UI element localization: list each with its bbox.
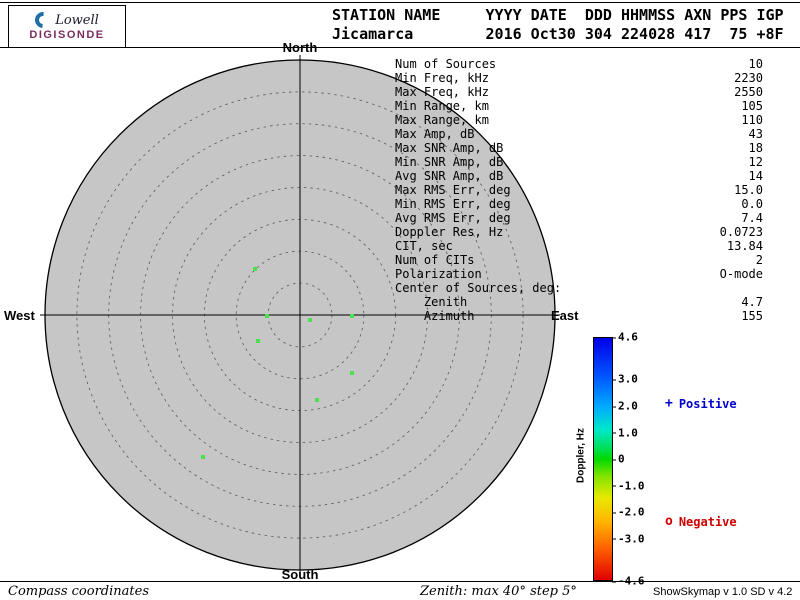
stat-value: 2230	[734, 71, 763, 85]
header-labels-line: STATION NAME YYYY DATE DDD HHMMSS AXN PP…	[332, 6, 784, 24]
stat-row: Doppler Res, Hz 0.0723	[395, 225, 763, 239]
legend-negative: o Negative	[665, 514, 737, 529]
stat-row: Min Range, km 105	[395, 99, 763, 113]
stat-row: Max Freq, kHz 2550	[395, 85, 763, 99]
stat-row: Num of CITs 2	[395, 253, 763, 267]
stat-label: Num of Sources	[395, 57, 497, 71]
colorbar-tick-label: -3.0	[612, 532, 645, 546]
stat-label: Azimuth	[395, 309, 475, 323]
stat-value: 2550	[734, 85, 763, 99]
legend-positive-label: Positive	[678, 396, 737, 411]
stat-row: Zenith 4.7	[395, 295, 763, 309]
stat-value: 14	[748, 169, 763, 183]
stat-label: Max Range, km	[395, 113, 489, 127]
stat-row: Polarization O-mode	[395, 267, 763, 281]
stat-row: Min Freq, kHz 2230	[395, 71, 763, 85]
stat-value: O-mode	[719, 267, 763, 281]
stat-label: Zenith	[395, 295, 468, 309]
colorbar-tick-label: 0	[612, 452, 625, 466]
footer-zenith-label: Zenith: max 40° step 5°	[420, 584, 577, 599]
stat-value: 18	[748, 141, 763, 155]
stat-label: Num of CITs	[395, 253, 475, 267]
stat-value: 0.0	[741, 197, 763, 211]
stat-row: Azimuth 155	[395, 309, 763, 323]
stat-row: Max Amp, dB 43	[395, 127, 763, 141]
stat-value: 10	[748, 57, 763, 71]
stat-value: 15.0	[734, 183, 763, 197]
stat-value: 0.0723	[719, 225, 763, 239]
stat-row: Num of Sources 10	[395, 57, 763, 71]
stat-label: Max Freq, kHz	[395, 85, 489, 99]
stat-value: 4.7	[741, 295, 763, 309]
stat-label: Polarization	[395, 267, 482, 281]
stat-value: 7.4	[741, 211, 763, 225]
stat-row: Min SNR Amp, dB 12	[395, 155, 763, 169]
colorbar-tick-label: -2.0	[612, 505, 645, 519]
legend-positive: + Positive	[665, 396, 737, 411]
stat-value: 43	[748, 127, 763, 141]
compass-south-label: South	[281, 567, 319, 582]
colorbar-gradient	[593, 337, 613, 581]
stat-label: Max SNR Amp, dB	[395, 141, 504, 155]
logo-lowell-text: Lowell	[55, 12, 99, 28]
colorbar-tick-label: -4.6	[612, 574, 645, 588]
circle-marker-icon: o	[665, 514, 673, 529]
colorbar-tick-label: 4.6	[612, 330, 638, 344]
colorbar-title: Doppler, Hz	[575, 428, 587, 484]
stat-label: Avg RMS Err, deg	[395, 211, 511, 225]
colorbar-tick-label: -1.0	[612, 479, 645, 492]
stat-label: CIT, sec	[395, 239, 453, 253]
colorbar-ticks: 4.6 3.0 2.0 1.0 0 -1.0 -2.0 -3.0 -4.6	[612, 332, 658, 587]
lowell-swoosh-icon	[31, 8, 55, 32]
logo-box: Lowell DIGISONDE	[8, 5, 126, 48]
stat-row: CIT, sec 13.84	[395, 239, 763, 253]
stat-row: Max SNR Amp, dB 18	[395, 141, 763, 155]
footer-version-label: ShowSkymap v 1.0 SD v 4.2	[653, 586, 793, 598]
stat-label: Min Freq, kHz	[395, 71, 489, 85]
stat-label: Min SNR Amp, dB	[395, 155, 504, 169]
stat-row: Avg RMS Err, deg 7.4	[395, 211, 763, 225]
logo-digisonde-text: DIGISONDE	[29, 29, 105, 41]
stat-label: Doppler Res, Hz	[395, 225, 504, 239]
stat-label: Max RMS Err, deg	[395, 183, 511, 197]
stat-row: Avg SNR Amp, dB 14	[395, 169, 763, 183]
stat-row: Max Range, km 110	[395, 113, 763, 127]
stat-value: 2	[755, 253, 763, 267]
stat-row: Max RMS Err, deg 15.0	[395, 183, 763, 197]
colorbar-tick-label: 1.0	[612, 426, 638, 439]
compass-west-label: West	[4, 308, 35, 323]
legend-negative-label: Negative	[678, 514, 737, 529]
stat-value: 12	[748, 155, 763, 169]
footer-coordinates-label: Compass coordinates	[8, 584, 149, 599]
stat-row: Center of Sources, deg:	[395, 281, 763, 295]
skymap	[40, 55, 560, 575]
colorbar-tick-label: 3.0	[612, 372, 638, 386]
stats-panel: Num of Sources 10 Min Freq, kHz 2230 Max Fre…	[395, 57, 763, 323]
stat-label: Avg SNR Amp, dB	[395, 169, 504, 183]
top-rule	[0, 2, 800, 3]
stat-value: 105	[741, 99, 763, 113]
compass-east-label: East	[551, 308, 579, 323]
stat-label: Min RMS Err, deg	[395, 197, 511, 211]
colorbar-tick-label: 2.0	[612, 399, 638, 413]
header-rule	[0, 47, 800, 48]
footer-rule	[0, 581, 800, 582]
stat-row: Min RMS Err, deg 0.0	[395, 197, 763, 211]
stat-value: 110	[741, 113, 763, 127]
stat-label: Center of Sources, deg:	[395, 281, 562, 295]
stat-label: Min Range, km	[395, 99, 489, 113]
compass-north-label: North	[282, 40, 318, 55]
header-values-line: Jicamarca 2016 Oct30 304 224028 417 75 +…	[332, 25, 784, 43]
stat-value: 155	[741, 309, 763, 323]
plus-marker-icon: +	[665, 396, 673, 411]
stat-value: 13.84	[726, 239, 763, 253]
stat-label: Max Amp, dB	[395, 127, 475, 141]
